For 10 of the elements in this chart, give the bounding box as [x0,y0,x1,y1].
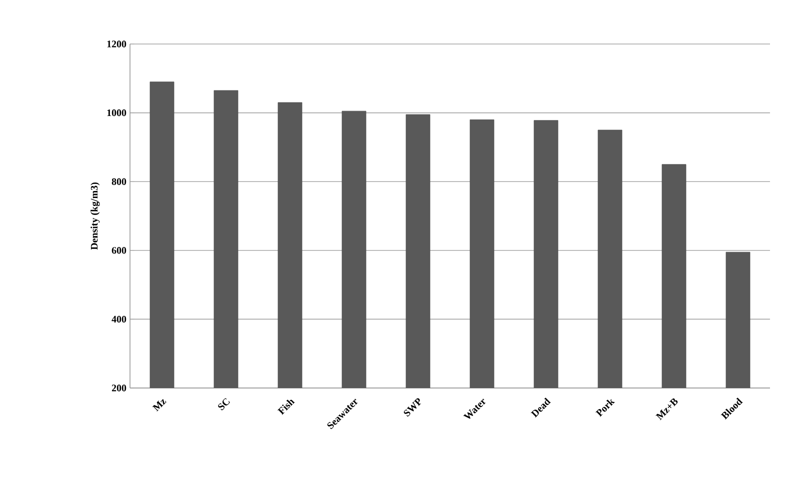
y-tick-label: 600 [112,247,126,254]
x-tick-label: SC [218,398,230,410]
y-tick-label: 1200 [107,40,126,48]
x-tick-label: Fish [277,400,295,415]
x-tick-label: Mz [152,398,166,412]
y-tick-label: 1000 [107,109,126,116]
y-tick-label: 800 [112,178,126,185]
y-axis-title: Density (kg/m3) [90,182,100,250]
y-tick-label: 400 [112,316,126,323]
y-tick-label: 200 [112,384,126,392]
